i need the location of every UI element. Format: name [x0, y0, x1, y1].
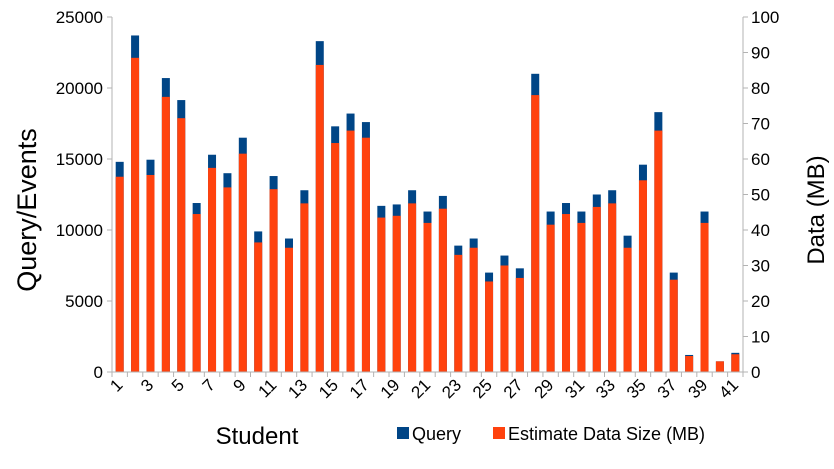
bar-data-size-35	[638, 180, 647, 372]
x-tick-label: 41	[715, 375, 742, 402]
bar-data-size-29	[546, 224, 555, 372]
legend: Query Estimate Data Size (MB)	[397, 424, 705, 444]
x-tick-label: 35	[623, 375, 650, 402]
bar-data-size-18	[377, 217, 386, 372]
bar-data-size-9	[238, 153, 247, 372]
x-tick-label: 19	[377, 375, 404, 402]
bar-data-size-21	[423, 222, 432, 372]
x-tick-label: 37	[654, 375, 681, 402]
x-tick-label: 3	[137, 375, 157, 395]
y2-tick-label: 0	[751, 363, 760, 382]
bar-data-size-39	[700, 222, 709, 372]
bar-data-size-28	[531, 95, 540, 372]
y-tick-label: 20000	[56, 79, 103, 98]
x-tick-label: 9	[230, 375, 250, 395]
x-tick-label: 7	[199, 375, 219, 395]
legend-label-estimate-data-size: Estimate Data Size (MB)	[508, 424, 705, 444]
legend-label-query: Query	[412, 424, 461, 444]
y-tick-label: 5000	[65, 292, 103, 311]
bar-data-size-15	[331, 143, 340, 372]
bar-data-size-1	[115, 176, 124, 372]
y-tick-label: 10000	[56, 221, 103, 240]
x-tick-label: 31	[561, 375, 588, 402]
y-tick-label: 25000	[56, 8, 103, 27]
bar-data-size-27	[515, 277, 524, 372]
y2-tick-label: 90	[751, 44, 770, 63]
x-tick-label: 29	[531, 375, 558, 402]
y2-tick-label: 30	[751, 257, 770, 276]
y2-tick-label: 20	[751, 292, 770, 311]
bars	[115, 35, 740, 373]
bar-data-size-34	[623, 247, 632, 372]
bar-data-size-38	[685, 356, 694, 372]
x-tick-label: 17	[346, 375, 373, 402]
bar-data-size-22	[438, 208, 447, 372]
y2-tick-label: 100	[751, 8, 779, 27]
bar-data-size-11	[269, 189, 278, 372]
x-tick-label: 15	[315, 375, 342, 402]
y2-tick-label: 70	[751, 115, 770, 134]
x-axis-title: Student	[216, 423, 299, 450]
bar-data-size-4	[161, 96, 170, 372]
y-axis-ticks: 0 5000 10000 15000 20000 25000	[56, 8, 112, 382]
bar-data-size-13	[300, 203, 309, 372]
legend-swatch-query	[397, 427, 409, 439]
y2-tick-label: 40	[751, 221, 770, 240]
x-axis-ticks: 1 3 5 7 9 11 13 15 17 19 21 23 25 27 29 31 33 35 37 39 41	[106, 372, 744, 402]
x-tick-label: 1	[106, 375, 126, 395]
x-tick-label: 33	[592, 375, 619, 402]
y2-axis-ticks: 0 10 20 30 40 50 60 70 80 90 100	[743, 8, 779, 382]
y2-tick-label: 80	[751, 79, 770, 98]
x-tick-label: 13	[284, 375, 311, 402]
bar-data-size-2	[131, 57, 140, 372]
bar-data-size-3	[146, 174, 155, 372]
bar-data-size-31	[577, 222, 586, 372]
bar-data-size-30	[562, 214, 571, 372]
x-tick-label: 39	[685, 375, 712, 402]
bar-data-size-12	[284, 247, 293, 372]
y2-tick-label: 10	[751, 328, 770, 347]
bar-data-size-41	[731, 354, 740, 372]
bar-data-size-32	[592, 206, 601, 372]
bar-data-size-17	[361, 137, 370, 372]
x-tick-label: 25	[469, 375, 496, 402]
bar-data-size-40	[715, 361, 724, 372]
bar-data-size-26	[500, 265, 509, 372]
bar-data-size-23	[454, 254, 463, 372]
bar-data-size-6	[192, 214, 201, 372]
bar-data-size-25	[485, 281, 494, 372]
y2-axis-title: Data (MB)	[803, 155, 830, 264]
x-tick-label: 5	[168, 375, 188, 395]
x-tick-label: 11	[255, 375, 281, 401]
bar-data-size-16	[346, 130, 355, 372]
bar-data-size-19	[392, 215, 401, 372]
x-tick-label: 23	[438, 375, 465, 402]
y2-tick-label: 50	[751, 186, 770, 205]
x-tick-label: 27	[500, 375, 527, 402]
y-axis-title: Query/Events	[12, 128, 42, 292]
bar-data-size-36	[654, 130, 663, 372]
y-tick-label: 0	[94, 363, 103, 382]
y-tick-label: 15000	[56, 150, 103, 169]
y2-tick-label: 60	[751, 150, 770, 169]
bar-data-size-20	[408, 203, 417, 372]
bar-data-size-10	[254, 242, 263, 372]
bar-data-size-5	[177, 118, 186, 372]
bar-data-size-33	[608, 203, 617, 372]
bar-data-size-24	[469, 247, 478, 372]
bar-data-size-7	[208, 167, 217, 372]
bar-data-size-14	[315, 64, 324, 373]
legend-swatch-estimate-data-size	[493, 427, 505, 439]
x-tick-label: 21	[408, 375, 435, 402]
bar-data-size-37	[669, 279, 678, 372]
bar-data-size-8	[223, 187, 232, 372]
